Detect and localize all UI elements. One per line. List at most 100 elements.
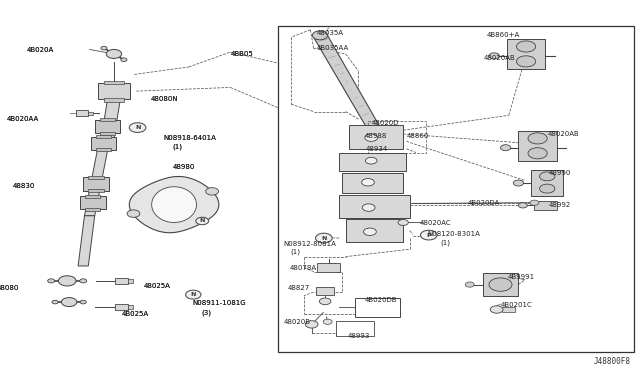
Text: 4B9991: 4B9991	[508, 274, 534, 280]
Bar	[483, 273, 518, 296]
Bar	[316, 287, 334, 295]
Circle shape	[516, 41, 536, 52]
Bar	[104, 98, 124, 102]
Circle shape	[205, 187, 218, 195]
Bar	[531, 170, 563, 196]
Bar	[115, 278, 128, 284]
Text: 4B020AA: 4B020AA	[6, 116, 38, 122]
Circle shape	[58, 276, 76, 286]
Text: 48020AB: 48020AB	[483, 55, 515, 61]
Circle shape	[364, 228, 376, 235]
Bar	[104, 81, 124, 84]
Circle shape	[186, 290, 201, 299]
Circle shape	[365, 134, 378, 141]
Text: 48993: 48993	[348, 333, 370, 339]
Bar	[83, 177, 109, 191]
Text: (3): (3)	[202, 309, 212, 316]
Bar	[85, 195, 100, 198]
Text: N: N	[191, 292, 196, 297]
Bar	[88, 176, 104, 179]
Bar	[317, 263, 340, 272]
Circle shape	[80, 279, 87, 283]
Circle shape	[540, 184, 555, 193]
Text: 4B025A: 4B025A	[122, 311, 148, 317]
Text: 4B025A: 4B025A	[122, 311, 148, 317]
Polygon shape	[314, 33, 384, 138]
Circle shape	[489, 53, 499, 59]
Bar	[346, 219, 403, 242]
Text: 48020D: 48020D	[371, 120, 399, 126]
Circle shape	[305, 321, 318, 328]
Text: N08120-8301A: N08120-8301A	[428, 231, 481, 237]
Text: N08918-6401A: N08918-6401A	[163, 135, 216, 141]
Circle shape	[362, 179, 374, 186]
Polygon shape	[99, 99, 120, 151]
Text: N08911-1081G: N08911-1081G	[192, 300, 246, 306]
Bar	[80, 196, 106, 209]
Circle shape	[518, 203, 527, 208]
Bar	[100, 132, 115, 135]
Bar	[507, 39, 545, 69]
Text: 4BB05: 4BB05	[230, 51, 253, 57]
Text: 4B020A: 4B020A	[27, 47, 54, 53]
Text: 4B020DB: 4B020DB	[365, 297, 397, 303]
Text: 4BB05: 4BB05	[230, 51, 253, 57]
Text: N08918-6401A: N08918-6401A	[163, 135, 216, 141]
Circle shape	[316, 233, 332, 243]
Circle shape	[127, 210, 140, 217]
Text: N: N	[135, 125, 140, 130]
Circle shape	[196, 217, 209, 225]
Circle shape	[319, 298, 331, 305]
Circle shape	[540, 172, 555, 181]
Text: 48980: 48980	[173, 164, 195, 170]
Text: 48080: 48080	[0, 285, 19, 291]
Text: 48934: 48934	[366, 146, 388, 152]
Bar	[518, 131, 557, 161]
Circle shape	[101, 46, 107, 50]
Circle shape	[489, 278, 512, 291]
Bar	[115, 304, 128, 310]
Bar	[95, 120, 120, 133]
Circle shape	[513, 180, 524, 186]
Bar	[85, 208, 100, 211]
Bar	[534, 201, 557, 210]
Circle shape	[530, 200, 539, 205]
Bar	[278, 26, 634, 352]
Text: 48830: 48830	[13, 183, 35, 189]
Bar	[88, 189, 104, 192]
Circle shape	[516, 56, 536, 67]
Circle shape	[312, 31, 328, 40]
Text: 48020B: 48020B	[284, 319, 311, 325]
Bar	[128, 305, 133, 309]
Text: 48860: 48860	[406, 133, 429, 139]
Text: (1): (1)	[440, 240, 451, 246]
Text: 48080N: 48080N	[150, 96, 178, 102]
Text: 48020AC: 48020AC	[419, 220, 451, 226]
Circle shape	[121, 58, 127, 61]
Circle shape	[528, 148, 547, 159]
Bar	[336, 321, 374, 336]
Text: 48988: 48988	[365, 133, 387, 139]
Text: 48025A: 48025A	[144, 283, 171, 289]
Text: 4B860+A: 4B860+A	[486, 32, 520, 38]
Circle shape	[106, 49, 122, 58]
Text: 4B020A: 4B020A	[27, 47, 54, 53]
Bar	[96, 135, 111, 138]
Bar	[355, 298, 400, 317]
Text: 48080N: 48080N	[150, 96, 178, 102]
Circle shape	[465, 282, 474, 287]
Text: 48992: 48992	[549, 202, 572, 208]
Text: (1): (1)	[173, 144, 183, 150]
Circle shape	[490, 306, 503, 313]
Circle shape	[52, 300, 58, 304]
Text: (1): (1)	[290, 249, 300, 256]
Bar	[128, 279, 133, 283]
Bar	[349, 125, 403, 149]
Bar	[339, 195, 410, 218]
Circle shape	[80, 300, 86, 304]
Text: 48080: 48080	[0, 285, 19, 291]
Circle shape	[47, 279, 54, 283]
Text: N08912-8081A: N08912-8081A	[284, 241, 337, 247]
Bar	[339, 153, 406, 171]
Polygon shape	[84, 151, 108, 216]
